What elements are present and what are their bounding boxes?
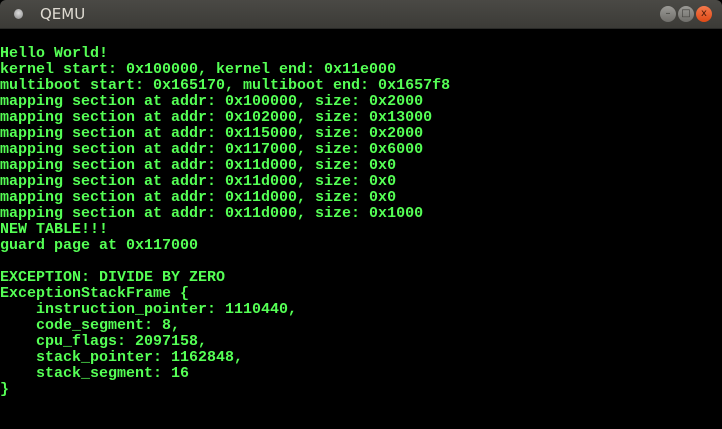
terminal-line: stack_pointer: 1162848, xyxy=(0,349,244,366)
terminal-line: } xyxy=(0,381,10,398)
terminal-line: multiboot start: 0x165170, multiboot end… xyxy=(0,77,451,94)
app-icon xyxy=(14,9,23,19)
terminal-line: mapping section at addr: 0x11d000, size:… xyxy=(0,205,424,222)
terminal-line: mapping section at addr: 0x102000, size:… xyxy=(0,109,433,126)
window-title: QEMU xyxy=(40,5,86,23)
terminal-line: mapping section at addr: 0x11d000, size:… xyxy=(0,189,397,206)
terminal-line: mapping section at addr: 0x11d000, size:… xyxy=(0,157,397,174)
maximize-button[interactable]: □ xyxy=(678,6,694,22)
terminal-line: kernel start: 0x100000, kernel end: 0x11… xyxy=(0,61,397,78)
minimize-button[interactable]: – xyxy=(660,6,676,22)
terminal-line: mapping section at addr: 0x100000, size:… xyxy=(0,93,424,110)
terminal-line: ExceptionStackFrame { xyxy=(0,285,190,302)
terminal-line: stack_segment: 16 xyxy=(0,365,190,382)
terminal-line: cpu_flags: 2097158, xyxy=(0,333,208,350)
terminal-line xyxy=(0,29,450,45)
terminal-line: code_segment: 8, xyxy=(0,317,181,334)
terminal-line xyxy=(0,253,450,269)
terminal-line: guard page at 0x117000 xyxy=(0,237,199,254)
terminal-line: NEW TABLE!!! xyxy=(0,221,109,238)
vm-screen[interactable] xyxy=(0,29,722,429)
title-bar[interactable]: QEMU – □ x xyxy=(0,0,722,29)
terminal-line: mapping section at addr: 0x11d000, size:… xyxy=(0,173,397,190)
terminal-line: Hello World! xyxy=(0,45,109,62)
terminal-line: mapping section at addr: 0x115000, size:… xyxy=(0,125,424,142)
close-button[interactable]: x xyxy=(696,6,712,22)
terminal-line: instruction_pointer: 1110440, xyxy=(0,301,298,318)
terminal-output: Hello World! kernel start: 0x100000, kern… xyxy=(0,29,451,398)
terminal-line: mapping section at addr: 0x117000, size:… xyxy=(0,141,424,158)
terminal-line: EXCEPTION: DIVIDE BY ZERO xyxy=(0,269,226,286)
